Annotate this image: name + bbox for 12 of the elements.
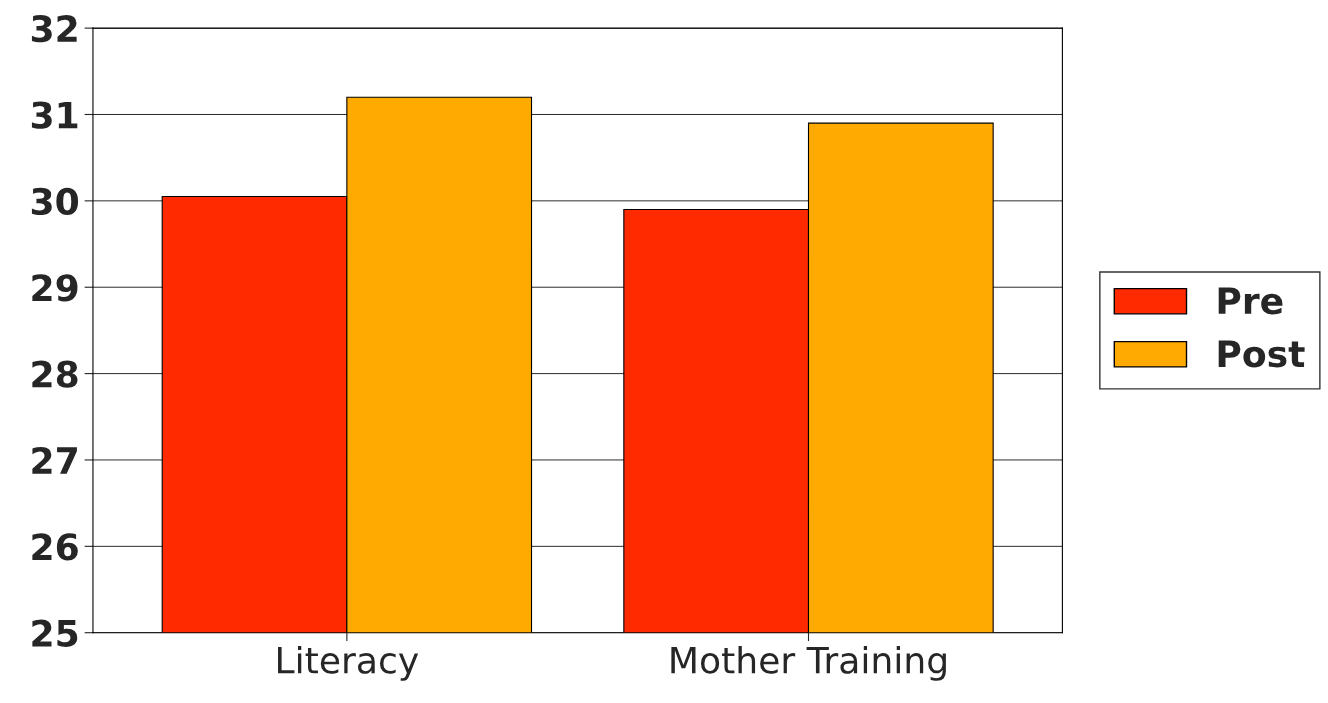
y-tick-label: 25 xyxy=(32,619,78,647)
y-tick-label: 30 xyxy=(31,187,79,216)
y-tick-label: 26 xyxy=(32,533,78,561)
y-tick-label: 29 xyxy=(32,274,78,302)
y-tick-label: 27 xyxy=(32,446,77,474)
legend-label: Pre xyxy=(1218,287,1283,315)
y-tick-label: 32 xyxy=(31,15,77,43)
y-tick-label: 31 xyxy=(31,101,78,129)
x-tick-label: Literacy xyxy=(278,645,419,681)
y-tick-label: 28 xyxy=(32,360,78,388)
legend-label: Post xyxy=(1218,340,1305,368)
x-tick-label: Mother Training xyxy=(671,645,946,681)
